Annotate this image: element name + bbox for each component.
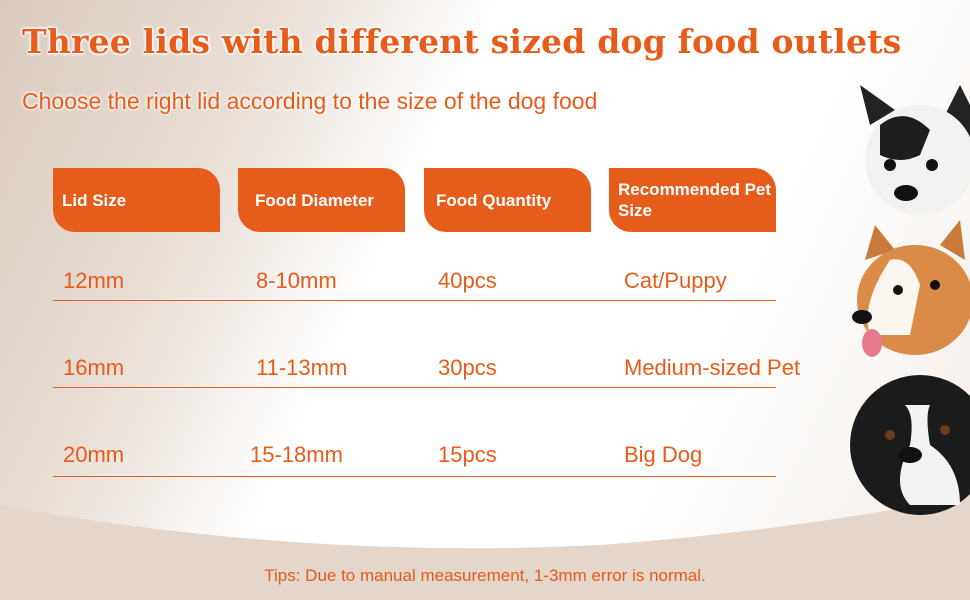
- header-lid-size: Lid Size: [53, 168, 220, 232]
- cell-pet-size: Big Dog: [624, 442, 703, 467]
- dogs-image: [850, 85, 970, 515]
- cell-food-diameter: 8-10mm: [256, 268, 337, 293]
- cell-pet-size: Medium-sized Pet: [624, 355, 801, 380]
- cell-food-quantity: 30pcs: [438, 355, 497, 380]
- cell-food-diameter: 11-13mm: [256, 355, 348, 380]
- french-bulldog-icon: [860, 85, 970, 215]
- header-food-quantity: Food Quantity: [424, 168, 591, 232]
- cell-lid-size: 12mm: [63, 268, 125, 293]
- cell-lid-size: 20mm: [63, 442, 125, 467]
- cell-food-quantity: 15pcs: [438, 442, 497, 467]
- row-divider: [53, 387, 776, 388]
- row-divider: [53, 476, 776, 477]
- page-title: Three lids with different sized dog food…: [22, 22, 902, 61]
- header-food-diameter: Food Diameter: [238, 168, 405, 232]
- cell-food-quantity: 40pcs: [438, 268, 497, 293]
- corgi-icon: [852, 220, 970, 357]
- tips-note: Tips: Due to manual measurement, 1-3mm e…: [264, 566, 706, 585]
- cell-food-diameter: 15-18mm: [250, 442, 343, 467]
- header-recommended-pet-size: Recommended Pet Size: [609, 168, 776, 232]
- page-subtitle: Choose the right lid according to the si…: [22, 88, 598, 114]
- cell-pet-size: Cat/Puppy: [624, 268, 727, 293]
- row-divider: [53, 300, 776, 301]
- cell-lid-size: 16mm: [63, 355, 125, 380]
- border-collie-icon: [850, 375, 970, 515]
